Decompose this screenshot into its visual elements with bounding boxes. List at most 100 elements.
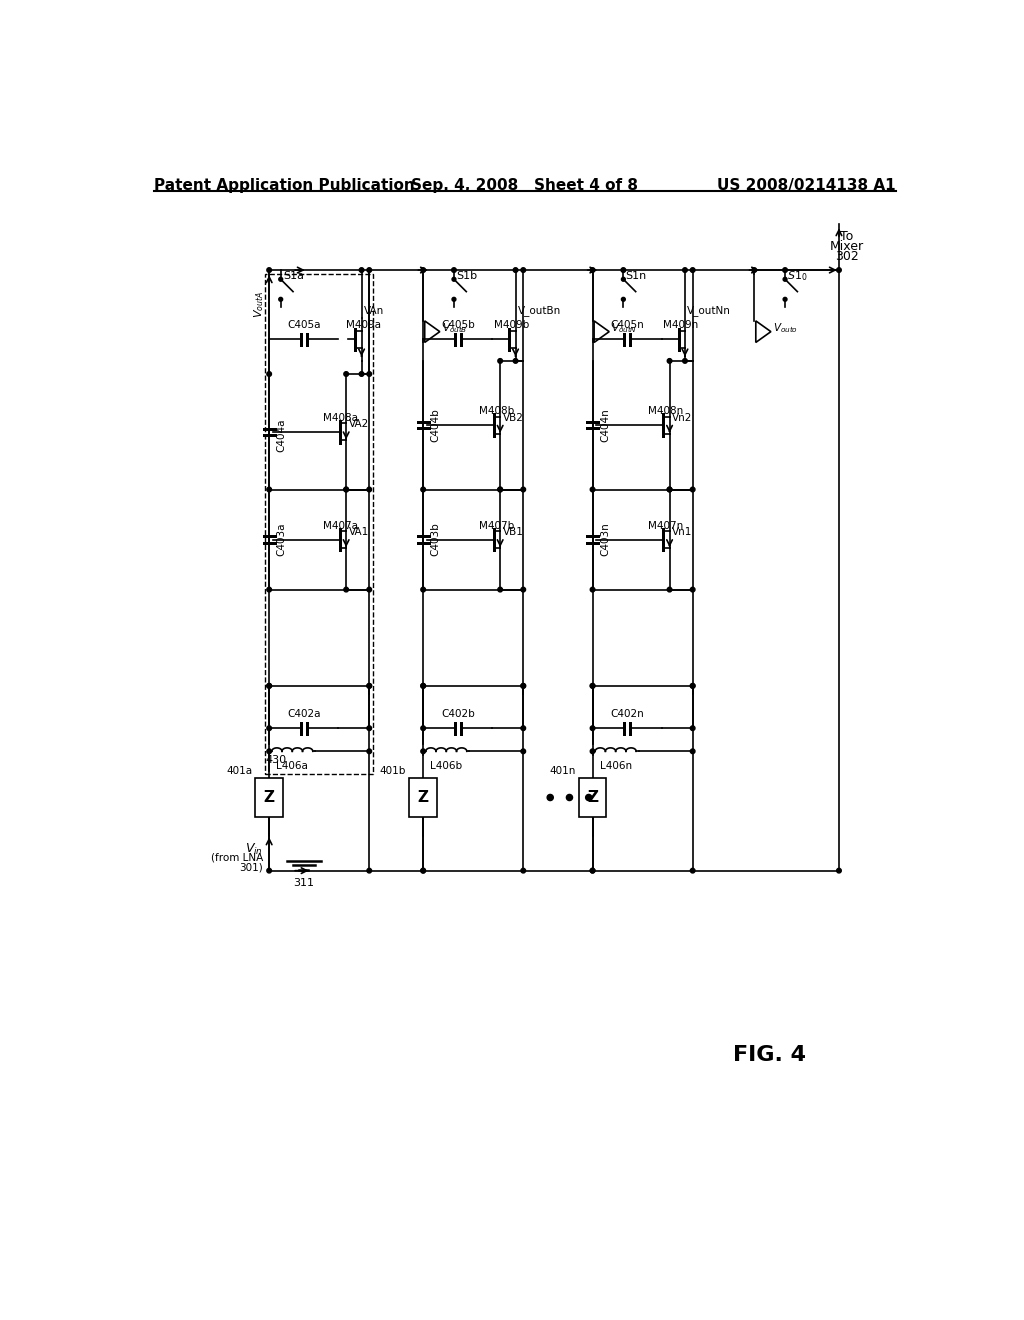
Text: 301): 301) xyxy=(240,863,263,873)
Circle shape xyxy=(421,684,425,688)
Circle shape xyxy=(367,726,372,730)
Text: S1n: S1n xyxy=(626,271,647,281)
Circle shape xyxy=(359,268,364,272)
Text: C404a: C404a xyxy=(276,418,287,453)
Circle shape xyxy=(668,487,672,492)
Circle shape xyxy=(690,587,695,591)
Text: M407a: M407a xyxy=(323,520,358,531)
Text: 401a: 401a xyxy=(226,766,252,776)
Circle shape xyxy=(622,277,626,281)
Text: L406a: L406a xyxy=(276,760,308,771)
Text: Vn2: Vn2 xyxy=(672,413,692,422)
Circle shape xyxy=(690,869,695,873)
Circle shape xyxy=(521,684,525,688)
Text: Vn1: Vn1 xyxy=(672,527,692,537)
Circle shape xyxy=(683,359,687,363)
Circle shape xyxy=(367,268,372,272)
Text: V_outNn: V_outNn xyxy=(687,305,731,317)
Circle shape xyxy=(590,487,595,492)
Circle shape xyxy=(590,587,595,591)
Text: C402a: C402a xyxy=(287,709,321,719)
Text: C403a: C403a xyxy=(276,523,287,556)
Text: C404n: C404n xyxy=(600,408,610,442)
Circle shape xyxy=(690,726,695,730)
Text: M408n: M408n xyxy=(648,407,683,416)
Circle shape xyxy=(521,487,525,492)
Text: S1b: S1b xyxy=(457,271,477,281)
Circle shape xyxy=(752,268,757,272)
Circle shape xyxy=(421,587,425,591)
Circle shape xyxy=(367,487,372,492)
Text: (from LNA: (from LNA xyxy=(211,853,263,863)
Circle shape xyxy=(783,297,787,301)
Circle shape xyxy=(452,297,456,301)
Circle shape xyxy=(367,748,372,754)
Circle shape xyxy=(586,795,592,800)
Circle shape xyxy=(267,726,271,730)
Circle shape xyxy=(547,795,553,800)
Circle shape xyxy=(783,277,787,281)
Circle shape xyxy=(690,684,695,688)
Circle shape xyxy=(837,869,842,873)
Circle shape xyxy=(267,268,271,272)
Text: $V_{outo}$: $V_{outo}$ xyxy=(773,321,798,335)
Circle shape xyxy=(498,359,503,363)
Circle shape xyxy=(452,277,456,281)
Circle shape xyxy=(367,684,372,688)
Circle shape xyxy=(590,869,595,873)
Circle shape xyxy=(621,268,626,272)
Text: M407b: M407b xyxy=(478,520,514,531)
Circle shape xyxy=(421,748,425,754)
Text: $V_{in}$: $V_{in}$ xyxy=(245,842,263,857)
Circle shape xyxy=(622,297,626,301)
Text: M409b: M409b xyxy=(494,321,529,330)
Circle shape xyxy=(267,869,271,873)
Circle shape xyxy=(267,587,271,591)
Text: $V_{outB}$: $V_{outB}$ xyxy=(441,321,467,335)
Text: 401n: 401n xyxy=(549,766,575,776)
Circle shape xyxy=(279,297,283,301)
Text: VAn: VAn xyxy=(364,306,384,317)
Text: C403n: C403n xyxy=(600,523,610,557)
Text: V_outBn: V_outBn xyxy=(518,305,561,317)
Text: C405a: C405a xyxy=(287,321,321,330)
Text: Patent Application Publication: Patent Application Publication xyxy=(154,178,415,193)
Text: C405b: C405b xyxy=(441,321,475,330)
Circle shape xyxy=(267,372,271,376)
Bar xyxy=(265,275,373,775)
Text: $V_{outA}$: $V_{outA}$ xyxy=(252,292,266,318)
Circle shape xyxy=(359,372,364,376)
Circle shape xyxy=(513,359,518,363)
Circle shape xyxy=(498,487,503,492)
Circle shape xyxy=(344,587,348,591)
Circle shape xyxy=(344,487,348,492)
Text: C403b: C403b xyxy=(431,523,441,557)
Circle shape xyxy=(690,748,695,754)
Circle shape xyxy=(690,684,695,688)
Circle shape xyxy=(367,587,372,591)
Circle shape xyxy=(590,268,595,272)
Text: $V_{outN}$: $V_{outN}$ xyxy=(611,321,637,335)
Circle shape xyxy=(590,726,595,730)
Circle shape xyxy=(267,684,271,688)
Circle shape xyxy=(421,684,425,688)
Circle shape xyxy=(267,487,271,492)
Circle shape xyxy=(452,268,457,272)
Text: M407n: M407n xyxy=(648,520,683,531)
Circle shape xyxy=(367,684,372,688)
Circle shape xyxy=(590,684,595,688)
Circle shape xyxy=(521,587,525,591)
Circle shape xyxy=(668,359,672,363)
Text: FIG. 4: FIG. 4 xyxy=(733,1045,806,1065)
Text: L406n: L406n xyxy=(600,760,632,771)
Bar xyxy=(579,779,606,817)
Text: C402n: C402n xyxy=(610,709,644,719)
Text: C402b: C402b xyxy=(441,709,475,719)
Text: Z: Z xyxy=(418,789,429,805)
Circle shape xyxy=(668,487,672,492)
Circle shape xyxy=(668,587,672,591)
Text: Z: Z xyxy=(263,789,274,805)
Circle shape xyxy=(279,277,283,281)
Circle shape xyxy=(421,487,425,492)
Circle shape xyxy=(521,748,525,754)
